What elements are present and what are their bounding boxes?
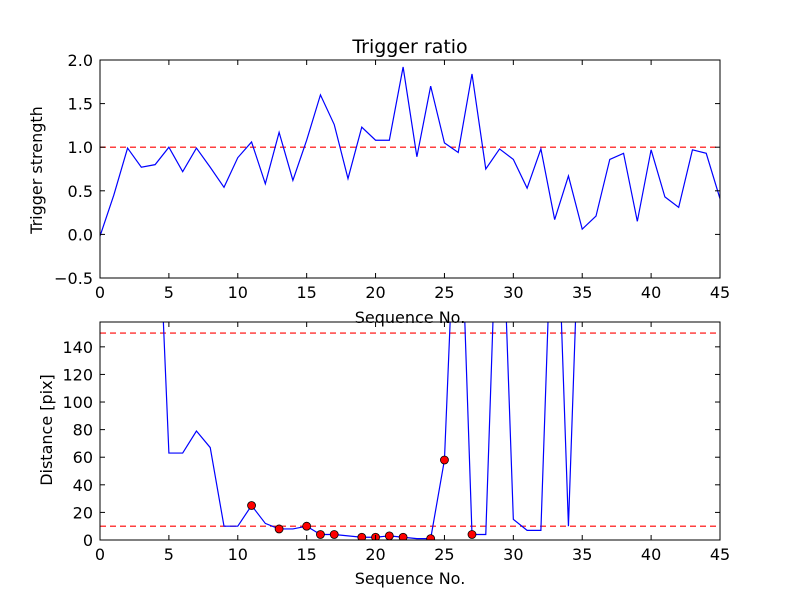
plot-area bbox=[100, 322, 720, 540]
y-tick-label: 0.5 bbox=[68, 182, 93, 201]
axes-frame bbox=[99, 59, 721, 279]
x-tick-label: 15 bbox=[296, 283, 316, 302]
data-point bbox=[316, 530, 325, 539]
y-tick-label: 120 bbox=[62, 365, 93, 384]
data-point bbox=[357, 532, 367, 540]
distance-chart: Distance [pix] Sequence No. 0 5 10 15 20 25 30… bbox=[37, 321, 730, 588]
plot-area bbox=[100, 66, 720, 237]
y-tick-label: −0.5 bbox=[54, 269, 93, 288]
data-point bbox=[247, 501, 256, 510]
data-point bbox=[384, 531, 394, 540]
series-line bbox=[162, 322, 577, 540]
x-tick-label: 5 bbox=[164, 545, 174, 564]
y-tick-label: 140 bbox=[62, 338, 93, 357]
y-tick-label: 80 bbox=[73, 421, 93, 440]
x-tick-label: 25 bbox=[434, 283, 454, 302]
axes-frame bbox=[99, 321, 721, 541]
series-line bbox=[100, 66, 720, 237]
x-tick-label: 30 bbox=[503, 283, 523, 302]
data-point bbox=[274, 524, 284, 534]
y-axis-label: Distance [pix] bbox=[37, 374, 56, 486]
x-tick-label: 40 bbox=[641, 283, 661, 302]
x-tick-label: 0 bbox=[95, 283, 105, 302]
x-tick-label: 45 bbox=[710, 283, 730, 302]
x-tick-label: 20 bbox=[365, 283, 385, 302]
x-tick-label: 45 bbox=[710, 545, 730, 564]
x-axis-label: Sequence No. bbox=[355, 308, 466, 327]
data-point bbox=[467, 530, 477, 539]
x-tick-label: 10 bbox=[228, 545, 248, 564]
x-tick-label: 25 bbox=[434, 545, 454, 564]
data-point bbox=[440, 455, 449, 465]
data-point bbox=[398, 532, 408, 540]
y-tick-label: 20 bbox=[73, 503, 93, 522]
trigger-ratio-chart: Trigger ratio Trigger strength Sequence … bbox=[27, 36, 730, 327]
y-tick-label: 100 bbox=[62, 393, 93, 412]
y-tick-label: 1.0 bbox=[68, 138, 93, 157]
x-tick-label: 5 bbox=[164, 283, 174, 302]
y-tick-label: 0.0 bbox=[68, 225, 93, 244]
data-point bbox=[426, 534, 436, 540]
x-tick-label: 40 bbox=[641, 545, 661, 564]
y-tick-label: 1.5 bbox=[68, 95, 93, 114]
data-point bbox=[302, 521, 312, 531]
x-axis-label: Sequence No. bbox=[355, 569, 466, 588]
x-tick-label: 15 bbox=[296, 545, 316, 564]
y-axis-label: Trigger strength bbox=[27, 106, 46, 235]
data-point bbox=[329, 530, 339, 539]
x-tick-label: 35 bbox=[572, 545, 592, 564]
x-tick-label: 35 bbox=[572, 283, 592, 302]
y-tick-label: 0 bbox=[83, 531, 93, 550]
x-tick-label: 0 bbox=[95, 545, 105, 564]
chart-title: Trigger ratio bbox=[351, 36, 467, 58]
y-tick-label: 60 bbox=[73, 448, 93, 467]
x-tick-label: 10 bbox=[228, 283, 248, 302]
x-tick-label: 20 bbox=[365, 545, 385, 564]
x-tick-label: 30 bbox=[503, 545, 523, 564]
y-tick-label: 40 bbox=[73, 476, 93, 495]
y-tick-label: 2.0 bbox=[68, 51, 93, 70]
